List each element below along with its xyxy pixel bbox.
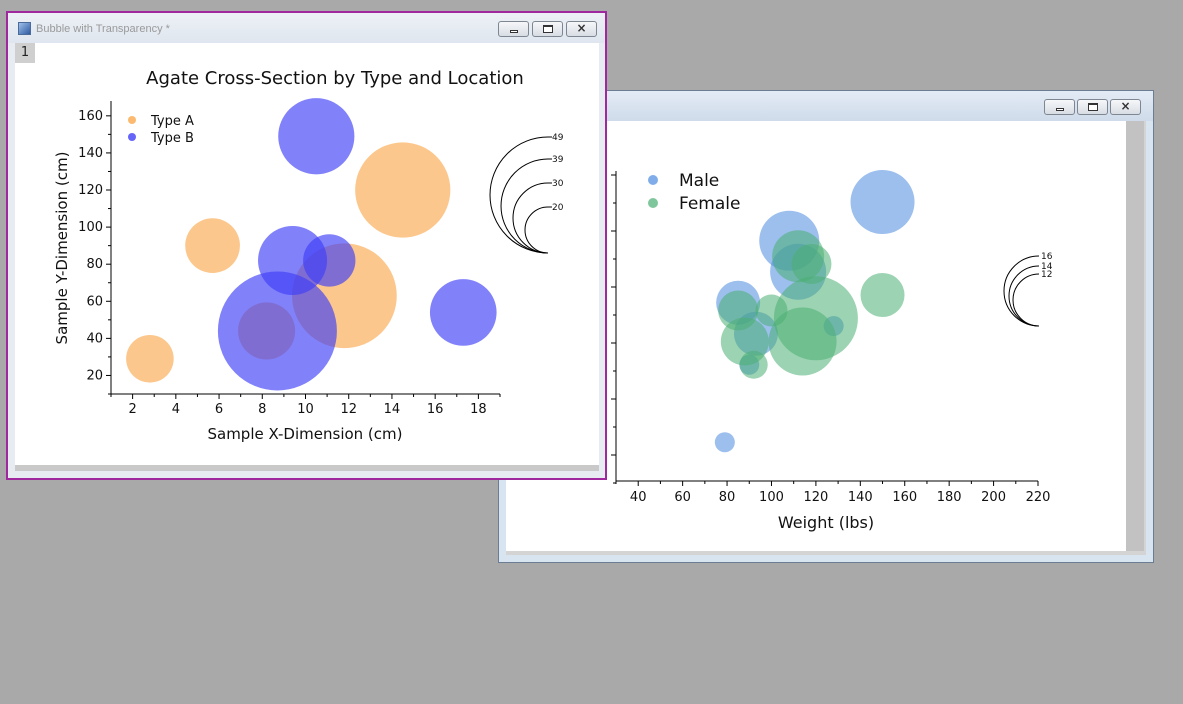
minimize-icon: [1056, 108, 1064, 111]
front-restore-button[interactable]: [532, 21, 563, 37]
front-window-title: Bubble with Transparency *: [36, 23, 170, 35]
legend-label: Type B: [150, 131, 194, 146]
back-window[interactable]: × 40 60 80 100 120 140 160 180 200 220 Weight (lbs…: [498, 90, 1154, 563]
bubble-male: [714, 432, 735, 453]
chart-title: Agate Cross-Section by Type and Location: [146, 68, 524, 89]
front-window-content: Agate Cross-Section by Type and Location…: [15, 43, 599, 471]
size-legend-label: 20: [552, 203, 564, 213]
y-tick-label: 100: [78, 220, 103, 235]
bubble-female: [768, 307, 837, 376]
size-legend-arc: [489, 136, 549, 254]
y-tick-label: 60: [86, 294, 103, 309]
x-tick-label: 14: [384, 402, 401, 417]
size-legend-arc: [1012, 273, 1040, 327]
x-tick-label: 4: [172, 402, 180, 417]
y-tick-label: 120: [78, 183, 103, 198]
size-legend-label: 14: [1041, 262, 1053, 272]
close-icon: ×: [1120, 99, 1131, 113]
size-legend-arc: [512, 182, 549, 254]
legend-marker: [128, 133, 136, 141]
x-tick-label: 40: [630, 490, 647, 505]
bubble-type-b: [217, 271, 337, 391]
x-tick-label: 80: [719, 490, 736, 505]
back-restore-button[interactable]: [1077, 99, 1108, 115]
graph-window-icon: [18, 22, 31, 35]
x-tick-label: 220: [1026, 490, 1051, 505]
size-legend-arc: [524, 206, 549, 254]
bubble-type-a: [185, 218, 240, 274]
x-tick-label: 100: [759, 490, 784, 505]
legend-marker: [648, 198, 658, 208]
y-tick-label: 140: [78, 146, 103, 161]
y-tick-label: 40: [86, 331, 103, 346]
x-tick-label: 120: [803, 490, 828, 505]
x-tick-label: 2: [128, 402, 136, 417]
bubble-type-a: [126, 334, 174, 383]
x-axis-label: Weight (lbs): [778, 513, 874, 532]
weight-bubble-chart: 40 60 80 100 120 140 160 180 200 220 Weight (lbs) M…: [506, 121, 1126, 551]
back-window-content: 40 60 80 100 120 140 160 180 200 220 Weight (lbs) M…: [506, 121, 1146, 555]
layer-1-tab[interactable]: 1: [15, 43, 35, 63]
y-tick-label: 20: [86, 368, 103, 383]
restore-icon: [1088, 103, 1098, 111]
legend-marker: [648, 175, 658, 185]
bubble-type-b: [429, 279, 497, 346]
x-tick-label: 6: [215, 402, 223, 417]
x-tick-label: 180: [937, 490, 962, 505]
bubble-type-b: [303, 234, 356, 287]
x-tick-label: 16: [427, 402, 444, 417]
size-legend-label: 49: [552, 133, 564, 143]
back-window-vscrollbar[interactable]: [1126, 121, 1144, 551]
back-close-button[interactable]: ×: [1110, 99, 1141, 115]
size-legend-label: 16: [1041, 252, 1053, 262]
bubble-male: [850, 170, 915, 234]
front-window[interactable]: Bubble with Transparency * × Agate Cross…: [6, 11, 607, 480]
legend-marker: [128, 116, 136, 124]
y-tick-label: 160: [78, 109, 103, 124]
bubble-female: [739, 350, 768, 379]
legend-label: Female: [679, 194, 740, 214]
y-axis-label: Sample Y-Dimension (cm): [53, 152, 71, 345]
bubble-type-a: [355, 142, 451, 238]
front-close-button[interactable]: ×: [566, 21, 597, 37]
front-minimize-button[interactable]: [498, 21, 529, 37]
x-tick-label: 160: [892, 490, 917, 505]
front-window-titlebar[interactable]: Bubble with Transparency * ×: [8, 13, 605, 43]
size-legend-label: 12: [1041, 270, 1052, 280]
x-tick-label: 8: [258, 402, 266, 417]
x-tick-label: 60: [674, 490, 691, 505]
x-tick-label: 200: [981, 490, 1006, 505]
x-tick-label: 12: [340, 402, 357, 417]
x-axis-label: Sample X-Dimension (cm): [207, 425, 402, 443]
size-legend-label: 39: [552, 155, 564, 165]
x-tick-label: 18: [470, 402, 487, 417]
legend-label: Male: [679, 171, 719, 191]
bubble-female: [772, 230, 825, 283]
x-tick-label: 140: [848, 490, 873, 505]
x-tick-label: 10: [297, 402, 314, 417]
bubble-type-b: [278, 98, 355, 175]
agate-bubble-chart: Agate Cross-Section by Type and Location…: [15, 43, 599, 465]
bubble-female: [755, 294, 788, 327]
close-icon: ×: [576, 21, 587, 35]
y-tick-label: 80: [86, 257, 103, 272]
legend-label: Type A: [150, 114, 194, 129]
bubble-female: [860, 273, 905, 317]
back-minimize-button[interactable]: [1044, 99, 1075, 115]
size-legend-arc: [500, 158, 549, 254]
size-legend-label: 30: [552, 179, 564, 189]
restore-icon: [543, 25, 553, 33]
minimize-icon: [510, 30, 518, 33]
back-window-titlebar[interactable]: ×: [499, 91, 1153, 121]
